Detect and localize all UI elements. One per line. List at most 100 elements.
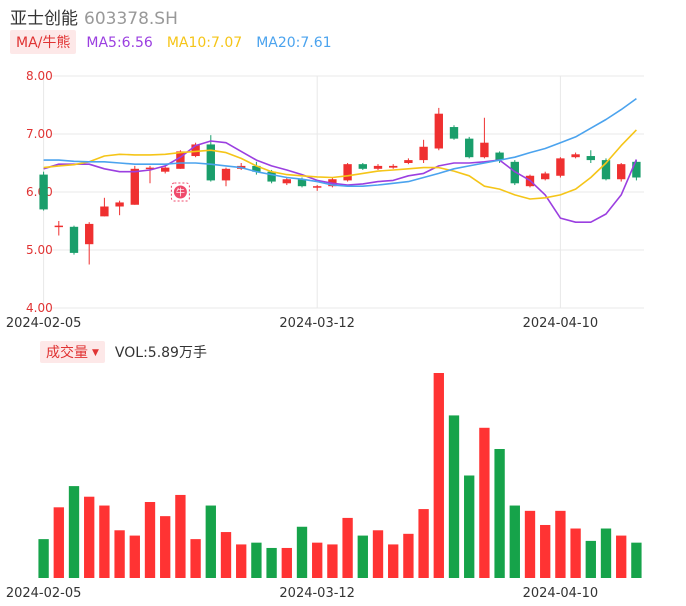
candle[interactable] bbox=[465, 136, 474, 159]
volume-bar[interactable] bbox=[38, 539, 49, 578]
ma-lines bbox=[43, 97, 638, 223]
candle-body bbox=[419, 146, 428, 161]
volume-legend: 成交量 ▼ VOL:5.89万手 bbox=[40, 341, 207, 363]
candle[interactable] bbox=[389, 164, 398, 169]
volume-bar[interactable] bbox=[631, 542, 642, 578]
price-axis-labels: 8.00 7.00 6.00 5.00 4.00 bbox=[26, 69, 53, 315]
volume-value: VOL:5.89万手 bbox=[114, 345, 207, 361]
candle[interactable] bbox=[601, 158, 611, 181]
candle[interactable] bbox=[480, 117, 489, 159]
volume-bar[interactable] bbox=[433, 373, 444, 578]
volume-bar[interactable] bbox=[585, 540, 596, 578]
candle[interactable] bbox=[449, 125, 459, 140]
candle[interactable] bbox=[373, 164, 383, 170]
volume-bar[interactable] bbox=[175, 494, 186, 578]
volume-bar[interactable] bbox=[494, 448, 505, 578]
candle[interactable] bbox=[85, 222, 94, 265]
bull-badge[interactable]: 牛 bbox=[170, 182, 190, 202]
volume-bar[interactable] bbox=[342, 517, 353, 578]
volume-bar[interactable] bbox=[266, 547, 277, 578]
ma10-legend: MA10:7.07 bbox=[166, 35, 243, 51]
volume-bar[interactable] bbox=[190, 539, 201, 578]
candle[interactable] bbox=[632, 160, 641, 181]
volume-bar[interactable] bbox=[524, 510, 536, 578]
candle[interactable] bbox=[343, 163, 352, 182]
candle[interactable] bbox=[115, 200, 124, 216]
volume-bar[interactable] bbox=[251, 542, 262, 578]
candle[interactable] bbox=[206, 135, 215, 182]
volume-date-tick-label: 2024-03-12 bbox=[279, 586, 355, 601]
volume-bar[interactable] bbox=[160, 516, 171, 578]
date-tick-label: 2024-03-12 bbox=[279, 316, 355, 331]
candle-body bbox=[176, 151, 185, 169]
candle[interactable] bbox=[221, 167, 231, 187]
candle-body bbox=[343, 164, 352, 181]
volume-bar[interactable] bbox=[129, 535, 140, 578]
candle-body bbox=[267, 171, 276, 182]
volume-bar[interactable] bbox=[327, 544, 338, 578]
volume-bar[interactable] bbox=[236, 544, 247, 578]
candle[interactable] bbox=[145, 165, 155, 184]
candle[interactable] bbox=[69, 225, 79, 255]
candle[interactable] bbox=[556, 157, 565, 178]
candle[interactable] bbox=[54, 221, 63, 236]
candle-body bbox=[221, 168, 231, 181]
candle[interactable] bbox=[100, 197, 109, 217]
volume-bar[interactable] bbox=[418, 509, 429, 578]
candle[interactable] bbox=[571, 152, 580, 159]
volume-bar[interactable] bbox=[144, 502, 156, 578]
candle[interactable] bbox=[161, 165, 170, 174]
volume-bar[interactable] bbox=[53, 507, 64, 578]
volume-bar[interactable] bbox=[540, 524, 551, 578]
candle[interactable] bbox=[419, 139, 428, 163]
volume-bar[interactable] bbox=[220, 532, 232, 578]
candle[interactable] bbox=[39, 171, 48, 211]
volume-bar[interactable] bbox=[555, 510, 566, 578]
candle-body bbox=[313, 186, 322, 188]
candle[interactable] bbox=[313, 185, 322, 191]
candle-body bbox=[571, 154, 580, 158]
date-axis-labels: 2024-02-05 2024-03-12 2024-04-10 bbox=[6, 316, 598, 331]
candle-body bbox=[404, 160, 413, 163]
candle[interactable] bbox=[617, 163, 626, 182]
volume-bar[interactable] bbox=[479, 427, 490, 578]
candle[interactable] bbox=[434, 107, 443, 151]
volume-bar[interactable] bbox=[372, 530, 384, 578]
candle[interactable] bbox=[586, 150, 595, 163]
bull-badge-text: 牛 bbox=[176, 187, 185, 199]
volume-bar[interactable] bbox=[388, 544, 399, 578]
volume-bar[interactable] bbox=[99, 505, 110, 578]
ma-indicator-tab[interactable]: MA/牛熊 bbox=[10, 30, 77, 54]
ma10-line bbox=[43, 129, 637, 200]
bull-badge-frame bbox=[170, 182, 190, 202]
candle-body bbox=[601, 160, 611, 180]
candle[interactable] bbox=[358, 163, 367, 170]
candle[interactable] bbox=[282, 177, 291, 186]
volume-bar[interactable] bbox=[312, 542, 323, 578]
candle[interactable] bbox=[404, 158, 413, 165]
volume-bar[interactable] bbox=[281, 547, 292, 578]
volume-bar[interactable] bbox=[570, 528, 581, 578]
candle-body bbox=[145, 167, 155, 170]
ma-legend: MA/牛熊 MA5:6.56 MA10:7.07 MA20:7.61 bbox=[10, 30, 346, 54]
volume-bar[interactable] bbox=[403, 533, 414, 578]
candle-body bbox=[297, 179, 307, 187]
candle-body bbox=[389, 165, 398, 168]
volume-bar[interactable] bbox=[616, 535, 627, 578]
volume-bar[interactable] bbox=[114, 530, 125, 578]
volume-bar[interactable] bbox=[68, 486, 80, 578]
volume-indicator-tab[interactable]: 成交量 ▼ bbox=[40, 341, 105, 363]
volume-bar[interactable] bbox=[600, 528, 612, 578]
volume-bar[interactable] bbox=[84, 496, 95, 578]
volume-bar[interactable] bbox=[448, 415, 460, 578]
volume-bar[interactable] bbox=[296, 526, 308, 578]
candle[interactable] bbox=[541, 171, 550, 181]
stock-code: 603378.SH bbox=[84, 9, 178, 29]
volume-bar[interactable] bbox=[509, 505, 520, 578]
volume-bar[interactable] bbox=[464, 475, 475, 579]
volume-bar[interactable] bbox=[357, 535, 368, 578]
volume-bar[interactable] bbox=[205, 505, 216, 578]
candle-body bbox=[130, 168, 139, 205]
candle-body bbox=[556, 158, 565, 176]
